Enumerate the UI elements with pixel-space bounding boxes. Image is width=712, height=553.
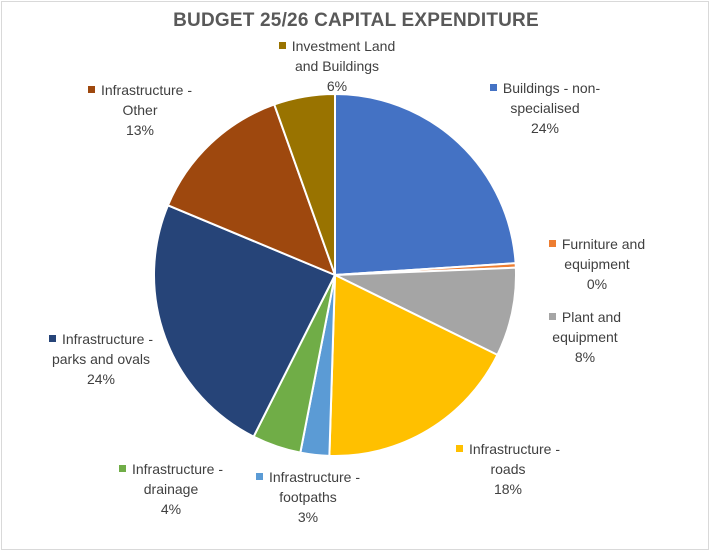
legend-key-land [278, 41, 286, 49]
pie-slice-other [166, 103, 337, 277]
label-footpaths: Infrastructure - footpaths 3% [233, 467, 383, 527]
legend-key-buildings [489, 83, 497, 91]
pie-slice-roads [328, 273, 499, 457]
label-roads: Infrastructure - roads 18% [433, 439, 583, 499]
chart-title: BUDGET 25/26 CAPITAL EXPENDITURE [173, 10, 539, 31]
label-drainage: Infrastructure - drainage 4% [96, 459, 246, 519]
pie-slice-buildings [334, 92, 517, 277]
label-furniture: Furniture and equipment 0% [527, 234, 667, 294]
legend-key-plant [548, 312, 556, 320]
legend-key-parks [48, 334, 56, 342]
pie-slice-parks [153, 204, 337, 438]
pie-slice-land [272, 92, 336, 276]
pie-slice-plant [334, 266, 517, 357]
label-plant: Plant and equipment 8% [515, 307, 655, 367]
label-parks: Infrastructure - parks and ovals 24% [26, 329, 176, 389]
label-other: Infrastructure - Other 13% [70, 80, 210, 140]
legend-key-footpaths [255, 472, 263, 480]
legend-key-roads [455, 444, 463, 452]
legend-key-other [87, 85, 95, 93]
label-buildings: Buildings - non- specialised 24% [470, 78, 620, 138]
legend-key-furniture [548, 239, 556, 247]
label-land: Investment Land and Buildings 6% [262, 36, 412, 96]
legend-key-drainage [118, 464, 126, 472]
